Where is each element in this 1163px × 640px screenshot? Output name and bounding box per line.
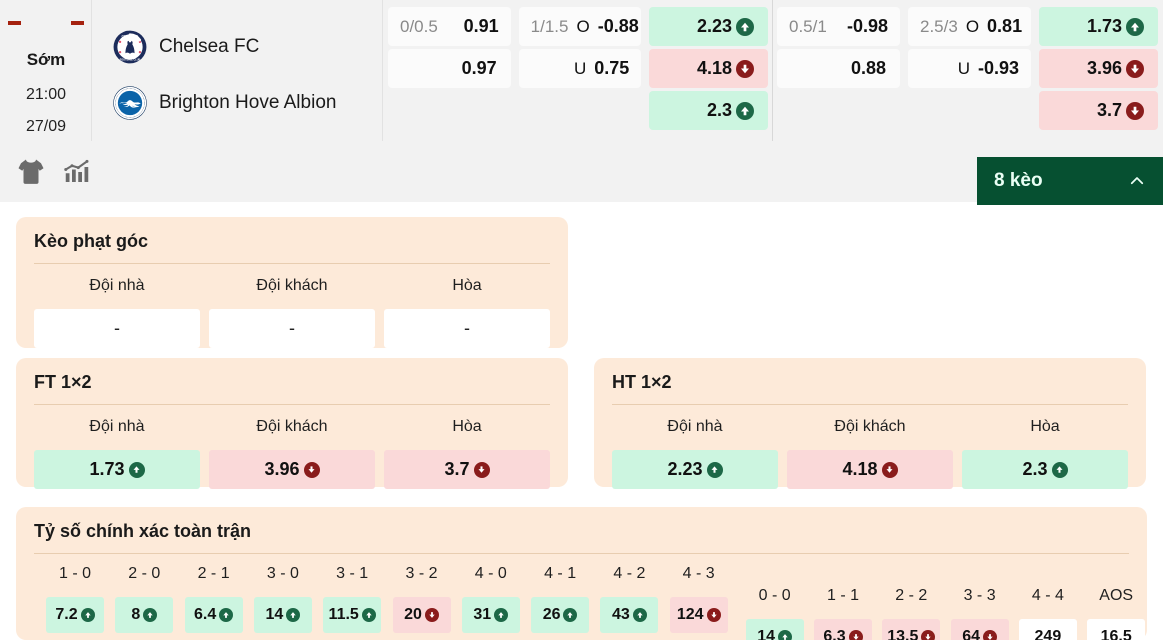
svg-text:CHELSEA: CHELSEA [122,34,139,38]
svg-text:FOOTBALL CLUB: FOOTBALL CLUB [120,58,141,61]
